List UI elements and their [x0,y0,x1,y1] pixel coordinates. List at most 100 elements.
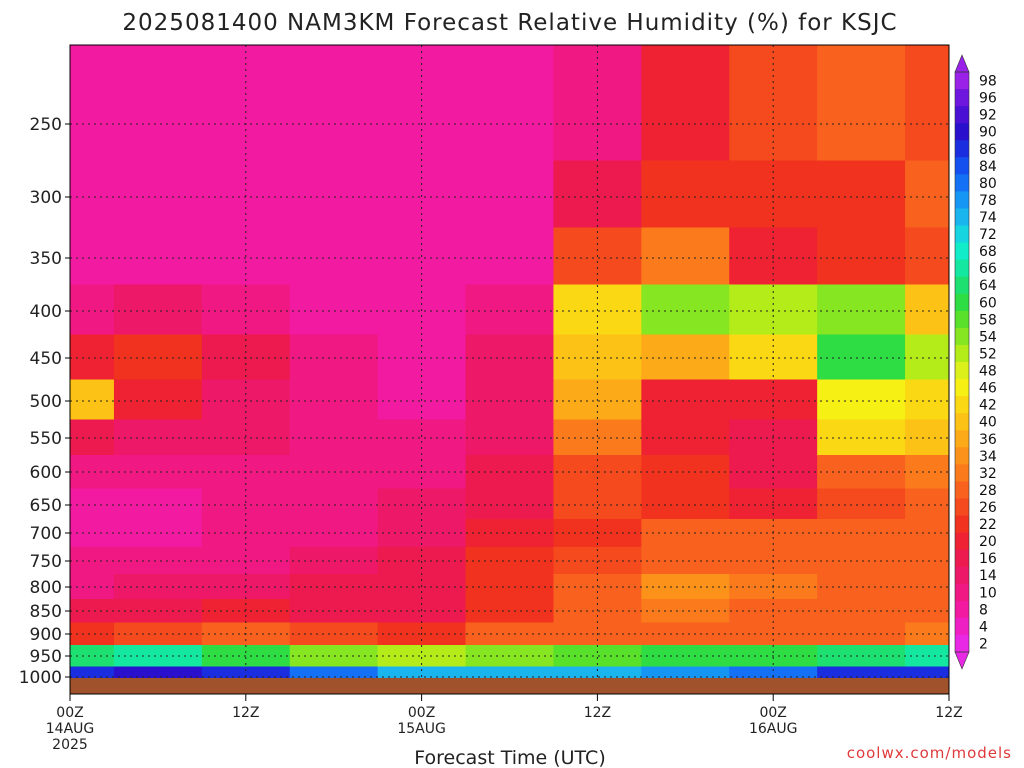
colorbar-label: 28 [979,483,997,499]
heatmap-cell [201,666,291,679]
heatmap-cell [377,519,467,548]
colorbar-label: 64 [979,278,997,294]
y-tick-label: 250 [30,115,62,135]
colorbar: 9896929086848078747268666460585452484642… [954,54,997,670]
colorbar-swatch [955,396,969,414]
colorbar-label: 8 [979,602,988,618]
heatmap-cell [641,455,730,489]
heatmap-cell [289,645,379,667]
heatmap-cell [113,45,203,161]
heatmap-cell [465,227,554,285]
heatmap-cell [113,622,203,646]
colorbar-swatch [955,617,969,636]
colorbar-swatch [955,276,969,295]
y-tick-label: 450 [30,349,62,369]
heatmap-cell [70,227,115,285]
heatmap-cell [289,45,379,161]
chart-title: 2025081400 NAM3KM Forecast Relative Humi… [122,10,897,36]
heatmap-cell [113,666,203,679]
heatmap-cell [553,160,642,228]
colorbar-label: 54 [979,329,997,345]
heatmap-cell [113,645,203,667]
colorbar-label: 78 [979,193,997,209]
heatmap-cell [641,45,730,161]
heatmap-cell [641,334,730,380]
heatmap-cell [113,284,203,335]
heatmap-cell [905,284,950,335]
heatmap-cell [905,334,950,380]
plot-frame [69,44,950,695]
colorbar-label: 58 [979,312,997,328]
heatmap-cell [905,599,950,623]
heatmap-cell [641,227,730,285]
credit-text: coolwx.com/models [847,744,1012,762]
y-tick-label: 1000 [19,668,62,688]
heatmap-cell [817,622,906,646]
colorbar-frame [954,71,970,653]
colorbar-label: 14 [979,568,997,584]
heatmap-cell [70,160,115,228]
heatmap-cell [729,45,818,161]
colorbar-swatch [955,481,969,499]
y-tick-label: 500 [30,392,62,412]
heatmap-cell [905,227,950,285]
colorbar-label: 2 [979,636,988,652]
grid [69,45,950,678]
colorbar-swatch [955,566,969,585]
colorbar-label: 46 [979,381,997,397]
heatmap-cell [113,519,203,548]
heatmap-cell [465,379,554,420]
heatmap-cell [905,379,950,420]
heatmap-cell [289,160,379,228]
colorbar-swatch [955,72,969,90]
heatmap-cell [817,419,906,456]
heatmap-cell [70,45,115,161]
colorbar-swatch [955,191,969,209]
heatmap-cell [729,160,818,228]
y-tick-label: 700 [30,524,62,544]
y-tick-label: 850 [30,602,62,622]
heatmap-cell [905,519,950,548]
colorbar-label: 98 [979,74,997,90]
heatmap-cell [641,574,730,600]
colorbar-swatch [955,208,969,226]
heatmap-cell [113,574,203,600]
heatmap-cell [817,574,906,600]
y-tick-label: 300 [30,188,62,208]
colorbar-label: 42 [979,398,997,414]
heatmap-cell [729,666,818,679]
colorbar-label: 86 [979,142,997,158]
colorbar-label: 66 [979,261,997,277]
y-tick-label: 550 [30,429,62,449]
x-tick-label: 15AUG [397,721,446,737]
x-tick-label: 16AUG [749,721,798,737]
heatmap-cell [641,519,730,548]
heatmap-cell [817,284,906,335]
heatmap-cell [641,599,730,623]
colorbar-label: 90 [979,125,997,141]
colorbar-label: 48 [979,364,997,380]
colorbar-swatch [955,532,969,551]
colorbar-swatch [955,464,969,482]
colorbar-swatch [955,600,969,619]
heatmap-cell [465,334,554,380]
heatmap-cell [465,160,554,228]
colorbar-swatch [955,106,969,124]
y-tick-label: 800 [30,578,62,598]
y-tick-label: 750 [30,552,62,572]
colorbar-swatch [955,498,969,516]
heatmap-cell [817,160,906,228]
y-tick-label: 600 [30,463,62,483]
colorbar-label: 10 [979,585,997,601]
colorbar-label: 96 [979,91,997,107]
heatmap-cell [377,645,467,667]
colorbar-label: 60 [979,295,997,311]
heatmap-cell [289,622,379,646]
heatmap-cell [289,227,379,285]
heatmap-cell [641,622,730,646]
colorbar-swatch [955,327,969,346]
heatmap-cell [113,227,203,285]
colorbar-label: 26 [979,500,997,516]
heatmap-cell [113,488,203,520]
colorbar-swatch [955,362,969,380]
